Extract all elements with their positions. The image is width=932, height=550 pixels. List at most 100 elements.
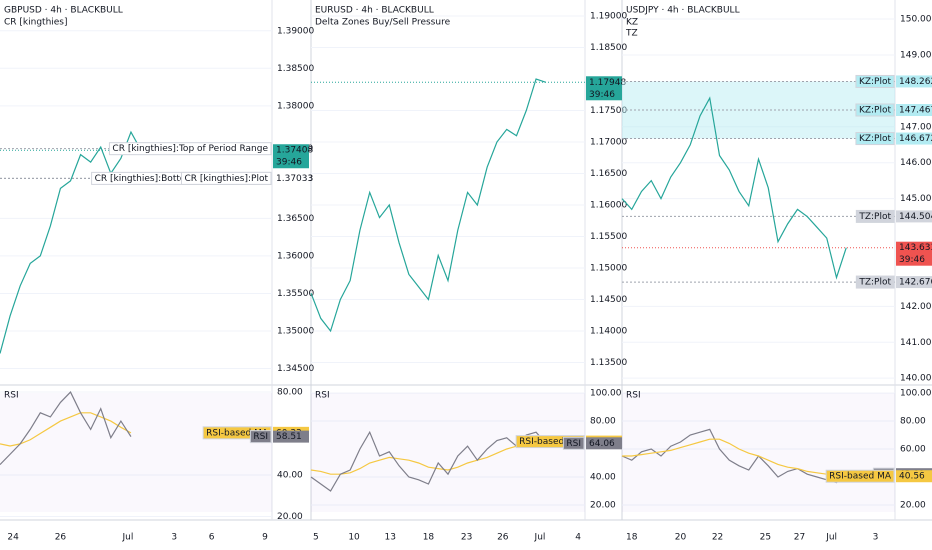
x-tick-label: 3 (873, 533, 879, 543)
level-name: TZ:Plot (858, 278, 891, 288)
level-name-box (180, 171, 272, 185)
pane-title: GBPUSD · 4h · BLACKBULL (4, 6, 123, 16)
x-tick-label: 9 (262, 533, 268, 543)
pane-title: RSI (315, 391, 330, 401)
current-price-tag-label: 1.17948 (589, 78, 626, 88)
level-name-box (108, 142, 272, 156)
y-tick-label: 1.36500 (277, 214, 314, 224)
rsi-line (310, 430, 547, 492)
y-tick-label: 1.14500 (590, 295, 627, 305)
y-tick-label: 80.00 (277, 388, 303, 398)
y-tick-label: 100.00 (900, 388, 932, 398)
level-tag-label: 144.504 (899, 212, 932, 222)
rsi-band (311, 393, 585, 512)
level-name: KZ:Plot (859, 134, 892, 144)
rsi-tag (586, 437, 622, 450)
rsi-tag (896, 470, 932, 483)
x-tick-label: 13 (385, 533, 396, 543)
level-name-box (855, 74, 895, 88)
level-name: RSI (566, 439, 581, 449)
y-tick-label: 1.17500 (590, 106, 627, 116)
y-tick-label: 1.39000 (277, 26, 314, 36)
pane-title: RSI (4, 391, 19, 401)
rsi-line (0, 412, 132, 447)
y-tick-label: 149.00 (900, 50, 932, 60)
countdown: 39:46 (276, 158, 302, 168)
countdown: 39:46 (899, 255, 925, 265)
pane-title: EURUSD · 4h · BLACKBULL (315, 6, 434, 16)
y-tick-label: 1.38500 (277, 64, 314, 74)
y-tick-label: 146.00 (900, 158, 932, 168)
level-name-box (855, 209, 895, 223)
x-tick-label: 6 (209, 533, 215, 543)
rsi-tag-label: 58.51 (276, 432, 302, 442)
x-tick-label: 26 (55, 533, 67, 543)
rsi-band (0, 393, 272, 512)
rsi-line (0, 391, 132, 466)
y-tick-label: 20.00 (277, 512, 303, 522)
price-line (621, 96, 847, 280)
y-tick-label: 150.00 (900, 15, 932, 25)
level-name-box (825, 469, 895, 483)
x-tick-label: 22 (712, 533, 723, 543)
x-tick-label: Jul (122, 533, 134, 543)
y-tick-label: 20.00 (900, 501, 926, 511)
level-name: TZ:Plot (858, 212, 891, 222)
rsi-line (621, 428, 847, 484)
x-tick-label: Jul (825, 533, 837, 543)
x-tick-label: 20 (675, 533, 687, 543)
y-tick-label: 147.00 (900, 122, 932, 132)
level-tag-label: 142.676 (899, 278, 932, 288)
countdown: 39:46 (589, 90, 615, 100)
y-tick-label: 1.15000 (590, 264, 627, 274)
y-tick-label: 1.35500 (277, 289, 314, 299)
x-tick-label: 18 (423, 533, 435, 543)
level-tag-label: 147.467 (899, 106, 932, 116)
rsi-tag-label: 64.06 (589, 439, 615, 449)
level-tag (896, 132, 932, 145)
level-name-box (855, 132, 895, 146)
y-tick-label: 142.00 (900, 302, 932, 312)
x-tick-label: 25 (760, 533, 771, 543)
rsi-line (622, 438, 847, 477)
y-tick-label: 1.18500 (590, 43, 627, 53)
x-tick-label: 10 (348, 533, 360, 543)
x-tick-label: Jul (534, 533, 546, 543)
y-tick-label: 40.00 (277, 471, 303, 481)
current-price-tag-label: 1.37408 (276, 146, 313, 156)
x-tick-label: 3 (171, 533, 177, 543)
indicator-name: Delta Zones Buy/Sell Pressure (315, 18, 451, 28)
rsi-tag-label: 40.56 (899, 472, 925, 482)
y-tick-label: 1.34500 (277, 364, 314, 374)
indicator-name: KZ (626, 18, 638, 28)
level-name: KZ:Plot (859, 106, 892, 116)
level-name-box (249, 430, 272, 444)
y-tick-label: 1.19000 (590, 12, 627, 22)
current-price-tag-label: 143.633 (899, 243, 932, 253)
level-name: RSI-based MA (829, 472, 892, 482)
level-tag (896, 75, 932, 88)
level-tag-label: 148.262 (899, 77, 932, 87)
indicator-name: CR [kingthies] (4, 18, 68, 28)
level-tag (896, 276, 932, 289)
level-name: KZ:Plot (859, 77, 892, 87)
y-tick-label: 1.38000 (277, 101, 314, 111)
x-tick-label: 5 (313, 533, 319, 543)
x-tick-label: 23 (461, 533, 472, 543)
y-tick-label: 1.17000 (590, 138, 627, 148)
current-price-tag (586, 76, 622, 101)
level-tag (896, 210, 932, 223)
x-tick-label: 18 (626, 533, 638, 543)
y-tick-label: 140.00 (900, 374, 932, 384)
level-tag (896, 104, 932, 117)
x-tick-label: 26 (497, 533, 509, 543)
x-tick-label: 27 (794, 533, 805, 543)
y-tick-label: 141.00 (900, 338, 932, 348)
rsi-band (622, 393, 895, 512)
x-tick-label: 4 (575, 533, 581, 543)
x-tick-label: 24 (7, 533, 19, 543)
y-tick-label: 1.36000 (277, 251, 314, 261)
y-tick-label: 145.00 (900, 194, 932, 204)
level-name-box (562, 436, 585, 450)
